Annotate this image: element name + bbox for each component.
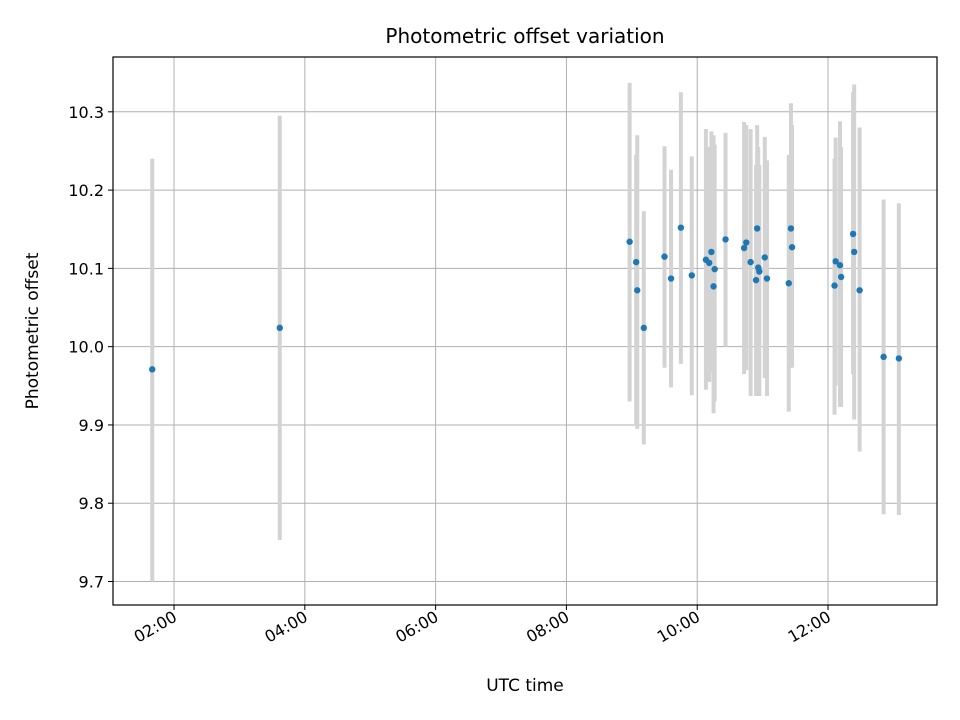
y-tick-label: 10.0 <box>68 338 104 357</box>
data-point <box>763 275 771 282</box>
data-point <box>752 276 760 284</box>
data-point <box>832 258 839 265</box>
data-point <box>708 248 715 256</box>
data-point <box>711 265 718 273</box>
data-point <box>788 244 796 251</box>
grid <box>113 57 937 605</box>
x-axis-label: UTC time <box>486 676 564 696</box>
data-point <box>895 355 903 362</box>
data-point <box>747 258 754 266</box>
data-point <box>880 353 887 361</box>
error-bars <box>150 82 901 582</box>
plot-frame <box>112 56 938 606</box>
y-axis-label: Photometric offset <box>23 252 43 409</box>
data-point <box>688 272 695 279</box>
data-point <box>831 282 838 289</box>
data-point <box>785 280 792 287</box>
data-point <box>667 275 675 282</box>
y-tick-label: 9.7 <box>79 573 104 592</box>
x-tick-label: 02:00 <box>131 607 180 647</box>
y-tick-label: 10.3 <box>68 103 104 122</box>
data-point <box>706 259 713 267</box>
data-point <box>661 253 668 260</box>
data-point <box>640 324 648 332</box>
data-point <box>632 258 640 266</box>
data-point <box>756 268 763 275</box>
data-point <box>850 248 858 256</box>
data-point <box>149 366 156 373</box>
data-point <box>276 324 283 332</box>
y-tick-label: 9.8 <box>79 494 104 513</box>
data-point <box>710 283 717 290</box>
data-point <box>677 224 685 231</box>
chart-title: Photometric offset variation <box>385 24 664 48</box>
y-tick-label: 9.9 <box>79 416 104 435</box>
data-point <box>787 225 795 232</box>
data-point <box>722 236 729 243</box>
x-axis-ticks: 02:00 04:00 06:00 08:00 10:00 12:00 <box>131 605 834 647</box>
data-point <box>626 238 633 245</box>
y-tick-label: 10.2 <box>68 181 104 200</box>
x-tick-label: 08:00 <box>523 607 572 647</box>
x-tick-label: 06:00 <box>392 607 441 647</box>
data-point <box>856 287 863 294</box>
data-points <box>149 224 903 373</box>
x-tick-label: 10:00 <box>654 607 703 647</box>
data-point <box>849 230 857 238</box>
data-point <box>761 254 768 261</box>
data-point <box>836 262 844 269</box>
data-point <box>740 244 748 252</box>
data-point <box>837 273 845 281</box>
y-tick-label: 10.1 <box>68 259 104 278</box>
y-axis-ticks: 9.7 9.8 9.9 10.0 10.1 10.2 10.3 <box>68 103 113 592</box>
data-point <box>743 239 750 246</box>
x-tick-label: 04:00 <box>261 607 310 647</box>
x-tick-label: 12:00 <box>785 607 834 647</box>
data-point <box>634 287 641 294</box>
data-point <box>753 225 761 232</box>
